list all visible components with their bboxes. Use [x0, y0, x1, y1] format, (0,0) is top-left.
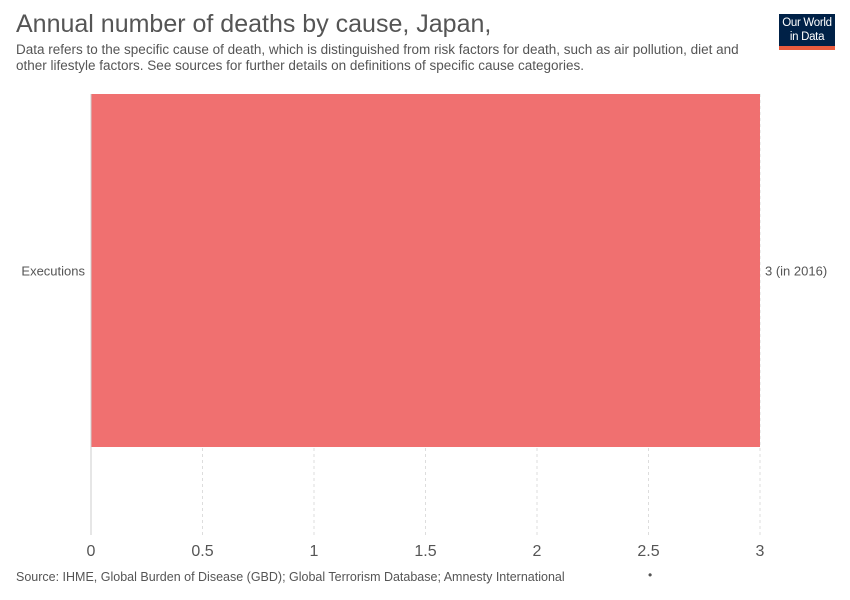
logo-line-1: Our World — [782, 17, 832, 29]
category-label: Executions — [21, 264, 85, 279]
x-tick-label: 0 — [87, 543, 96, 560]
bars: Executions 3 (in 2016) — [21, 94, 827, 447]
x-axis-ticks: 0 0.5 1 1.5 2 2.5 3 — [87, 543, 765, 560]
x-tick-label: 2 — [533, 543, 542, 560]
logo-line-2: in Data — [789, 31, 825, 43]
x-tick-label: 1 — [310, 543, 319, 560]
x-tick-label: 0.5 — [191, 543, 213, 560]
chart-title: Annual number of deaths by cause, Japan, — [16, 10, 492, 38]
chart-subtitle: Data refers to the specific cause of dea… — [16, 42, 739, 73]
owid-logo[interactable]: Our World in Data — [779, 14, 835, 50]
x-tick-label: 3 — [756, 543, 765, 560]
source-note: Source: IHME, Global Burden of Disease (… — [16, 570, 565, 584]
x-tick-label: 2.5 — [637, 543, 659, 560]
footer-dot: • — [648, 568, 653, 582]
value-label: 3 (in 2016) — [765, 264, 827, 279]
bar-executions[interactable] — [91, 94, 760, 447]
x-tick-label: 1.5 — [414, 543, 436, 560]
